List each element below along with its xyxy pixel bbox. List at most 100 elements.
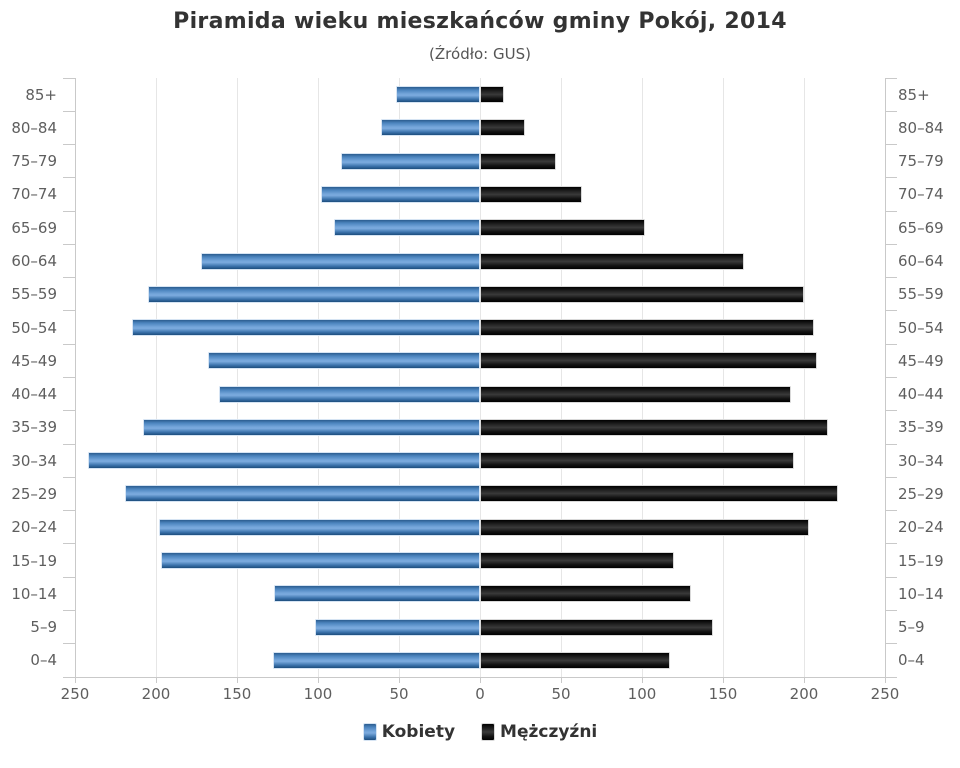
y-axis-tick-right <box>885 310 897 312</box>
y-axis-label-right-80-84: 80–84 <box>898 118 944 137</box>
chart-title: Piramida wieku mieszkańców gminy Pokój, … <box>173 9 787 34</box>
y-axis-label-right-60-64: 60–64 <box>898 252 944 271</box>
y-axis-label-left-10-14: 10–14 <box>11 584 57 603</box>
bar-kobiety-15-19 <box>160 552 480 570</box>
y-axis-label-right-50-54: 50–54 <box>898 318 944 337</box>
bar-kobiety-40-44 <box>219 385 480 403</box>
bar-mezczyzni-80-84 <box>480 119 526 137</box>
bar-kobiety-25-29 <box>125 485 480 503</box>
bar-mezczyzni-50-54 <box>480 319 814 337</box>
gridline-100 <box>641 78 643 677</box>
bar-kobiety-20-24 <box>159 518 480 536</box>
gridline-100 <box>317 78 319 677</box>
bar-mezczyzni-60-64 <box>480 252 745 270</box>
bar-mezczyzni-0-4 <box>480 651 670 669</box>
x-axis-tick <box>803 677 805 683</box>
y-axis-tick-right <box>885 243 897 245</box>
x-axis-tick <box>560 677 562 683</box>
y-axis-label-right-45-49: 45–49 <box>898 351 944 370</box>
y-axis-label-left-70-74: 70–74 <box>11 185 57 204</box>
y-axis-label-left-15-19: 15–19 <box>11 551 57 570</box>
y-axis-label-right-40-44: 40–44 <box>898 385 944 404</box>
y-axis-tick-right <box>885 110 897 112</box>
y-axis-tick-left <box>63 543 75 545</box>
y-axis-tick-left <box>63 643 75 645</box>
y-axis-tick-right <box>885 410 897 412</box>
bar-kobiety-65-69 <box>334 219 480 237</box>
y-axis-tick-right <box>885 210 897 212</box>
gridline-50 <box>398 78 400 677</box>
y-axis-label-left-40-44: 40–44 <box>11 385 57 404</box>
x-axis-label: 100 <box>303 685 333 703</box>
legend-label-kobiety: Kobiety <box>381 722 456 742</box>
bar-kobiety-5-9 <box>314 618 480 636</box>
y-axis-tick-left <box>63 676 75 678</box>
y-axis-tick-left <box>63 510 75 512</box>
y-axis-tick-left <box>63 576 75 578</box>
y-axis-tick-right <box>885 543 897 545</box>
y-axis-label-left-45-49: 45–49 <box>11 351 57 370</box>
y-axis-tick-left <box>63 210 75 212</box>
bar-mezczyzni-55-59 <box>480 285 804 303</box>
y-axis-tick-left <box>63 476 75 478</box>
y-axis-label-right-85+: 85+ <box>898 85 930 104</box>
y-axis-label-left-35-39: 35–39 <box>11 418 57 437</box>
y-axis-label-left-5-9: 5–9 <box>30 618 57 637</box>
legend: Kobiety Mężczyźni <box>0 722 960 742</box>
x-axis-tick <box>479 677 481 683</box>
y-axis-line-250 <box>74 78 76 677</box>
bar-kobiety-45-49 <box>207 352 480 370</box>
y-axis-tick-right <box>885 177 897 179</box>
gridline-50 <box>560 78 562 677</box>
legend-item-m-czy-ni[interactable]: Mężczyźni <box>481 722 597 742</box>
y-axis-tick-left <box>63 243 75 245</box>
y-axis-tick-left <box>63 377 75 378</box>
bar-mezczyzni-40-44 <box>480 385 792 403</box>
y-axis-label-left-80-84: 80–84 <box>11 118 57 137</box>
y-axis-tick-right <box>885 144 897 146</box>
y-axis-tick-left <box>63 609 75 611</box>
y-axis-tick-right <box>885 343 897 345</box>
legend-label-m-czy-ni: Mężczyźni <box>500 722 598 742</box>
y-axis-label-left-25-29: 25–29 <box>11 484 57 503</box>
y-axis-tick-left <box>63 77 75 79</box>
y-axis-label-right-25-29: 25–29 <box>898 484 944 503</box>
x-axis-label: 200 <box>789 685 819 703</box>
bar-kobiety-35-39 <box>143 418 480 436</box>
y-axis-label-left-30-34: 30–34 <box>11 451 57 470</box>
legend-item-kobiety[interactable]: Kobiety <box>362 722 456 742</box>
y-axis-label-left-85+: 85+ <box>25 85 57 104</box>
y-axis-label-left-20-24: 20–24 <box>11 518 57 537</box>
y-axis-label-right-10-14: 10–14 <box>898 584 944 603</box>
x-axis-label: 150 <box>222 685 252 703</box>
y-axis-label-left-75-79: 75–79 <box>11 152 57 171</box>
y-axis-tick-left <box>63 343 75 345</box>
x-axis-label: 250 <box>60 685 90 703</box>
y-axis-label-left-50-54: 50–54 <box>11 318 57 337</box>
bar-kobiety-0-4 <box>272 651 480 669</box>
y-axis-tick-left <box>63 410 75 412</box>
legend-swatch-m-czy-ni <box>481 723 496 741</box>
y-axis-tick-left <box>63 144 75 146</box>
y-axis-tick-right <box>885 609 897 611</box>
y-axis-tick-left <box>63 310 75 312</box>
bar-mezczyzni-30-34 <box>480 452 795 470</box>
y-axis-tick-left <box>63 110 75 112</box>
y-axis-label-right-20-24: 20–24 <box>898 518 944 537</box>
y-axis-label-left-0-4: 0–4 <box>30 651 57 670</box>
y-axis-label-right-55-59: 55–59 <box>898 285 944 304</box>
y-axis-tick-right <box>885 676 897 678</box>
chart-subtitle: (Źródło: GUS) <box>429 45 531 63</box>
gridline-150 <box>722 78 724 677</box>
x-axis-label: 50 <box>551 685 571 703</box>
bar-mezczyzni-10-14 <box>480 585 691 603</box>
x-axis-label: 100 <box>627 685 657 703</box>
bar-mezczyzni-20-24 <box>480 518 809 536</box>
gridline-0 <box>479 78 481 677</box>
bar-mezczyzni-75-79 <box>480 152 557 170</box>
x-axis-label: 150 <box>708 685 738 703</box>
y-axis-tick-right <box>885 443 897 445</box>
x-axis-tick <box>236 677 238 683</box>
x-axis-label: 200 <box>141 685 171 703</box>
y-axis-tick-right <box>885 77 897 79</box>
